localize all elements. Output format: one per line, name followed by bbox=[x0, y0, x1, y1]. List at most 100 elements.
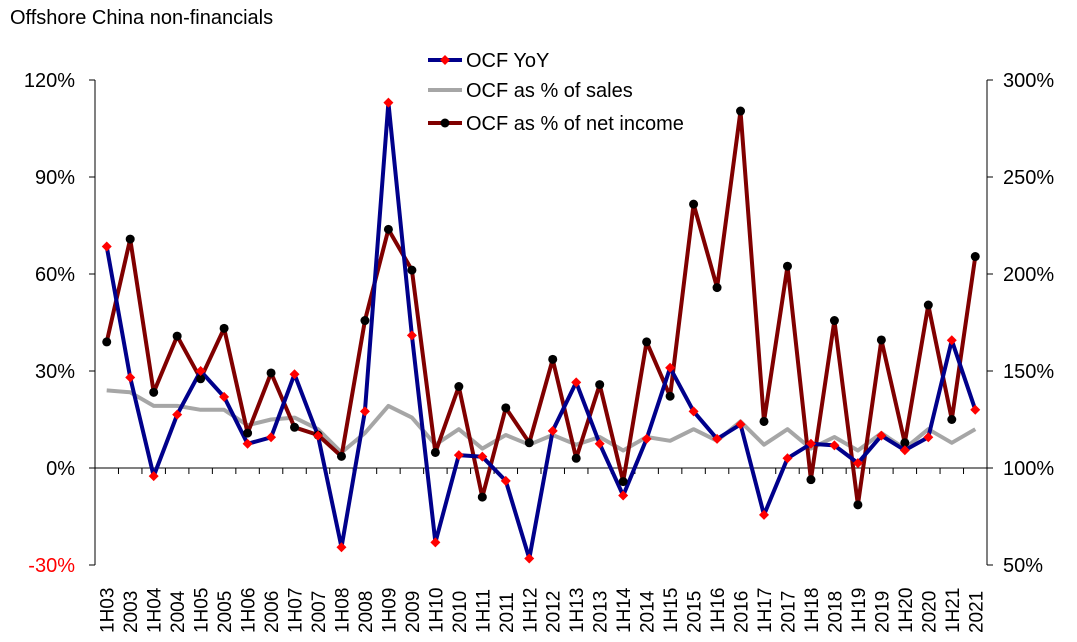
point-ocf-net-income bbox=[172, 331, 182, 341]
point-ocf-yoy bbox=[712, 433, 723, 444]
x-tick-label: 2008 bbox=[356, 591, 377, 633]
point-ocf-net-income bbox=[524, 438, 534, 448]
point-ocf-net-income bbox=[407, 265, 417, 275]
point-ocf-yoy bbox=[336, 542, 347, 553]
point-ocf-yoy bbox=[289, 369, 300, 380]
x-tick-label: 1H14 bbox=[614, 587, 635, 633]
point-ocf-yoy bbox=[547, 425, 558, 436]
x-tick-label: 1H12 bbox=[520, 588, 541, 633]
x-tick-label: 2015 bbox=[685, 591, 706, 633]
point-ocf-net-income bbox=[548, 354, 558, 364]
point-ocf-yoy bbox=[946, 335, 957, 346]
point-ocf-yoy bbox=[242, 438, 253, 449]
point-ocf-yoy bbox=[970, 404, 981, 415]
point-ocf-net-income bbox=[689, 199, 699, 209]
left-tick-label: 0% bbox=[46, 458, 75, 480]
point-ocf-yoy bbox=[101, 241, 112, 252]
right-tick-label: 150% bbox=[1003, 361, 1054, 383]
point-ocf-yoy bbox=[500, 475, 511, 486]
point-ocf-yoy bbox=[571, 377, 582, 388]
x-tick-label: 1H21 bbox=[943, 588, 964, 633]
point-ocf-net-income bbox=[383, 224, 393, 234]
point-ocf-net-income bbox=[266, 368, 276, 378]
right-tick-label: 50% bbox=[1003, 555, 1043, 577]
point-ocf-net-income bbox=[243, 428, 253, 438]
x-tick-label: 1H18 bbox=[802, 588, 823, 633]
x-tick-label: 2009 bbox=[403, 591, 424, 633]
point-ocf-net-income bbox=[665, 391, 675, 401]
x-tick-label: 1H05 bbox=[192, 588, 213, 633]
point-ocf-yoy bbox=[195, 366, 206, 376]
series-line-ocf-yoy bbox=[104, 100, 978, 561]
legend: OCF YoY OCF as % of sales OCF as % of net … bbox=[428, 50, 684, 135]
x-tick-label: 2016 bbox=[732, 591, 753, 633]
point-ocf-yoy bbox=[688, 406, 699, 417]
x-tick-label: 2018 bbox=[825, 591, 846, 633]
x-tick-label: 2003 bbox=[121, 591, 142, 633]
point-ocf-yoy bbox=[477, 451, 488, 462]
point-ocf-net-income bbox=[595, 380, 605, 390]
point-ocf-yoy bbox=[899, 445, 910, 456]
point-ocf-yoy bbox=[852, 458, 863, 469]
point-ocf-net-income bbox=[219, 323, 229, 333]
point-ocf-net-income bbox=[618, 477, 628, 487]
point-ocf-net-income bbox=[829, 316, 839, 326]
point-ocf-net-income bbox=[970, 252, 980, 262]
x-tick-label: 2007 bbox=[309, 591, 330, 633]
legend-label: OCF YoY bbox=[466, 50, 549, 72]
right-tick-label: 250% bbox=[1003, 167, 1054, 189]
x-tick-label: 1H15 bbox=[661, 588, 682, 633]
point-ocf-net-income bbox=[477, 492, 487, 502]
point-ocf-net-income bbox=[336, 451, 346, 461]
point-ocf-net-income bbox=[736, 106, 746, 116]
legend-marker bbox=[440, 118, 450, 128]
point-ocf-yoy bbox=[430, 537, 441, 548]
x-tick-label: 1H13 bbox=[567, 588, 588, 633]
left-tick-label: 90% bbox=[35, 167, 75, 189]
point-ocf-yoy bbox=[125, 372, 136, 383]
point-ocf-yoy bbox=[359, 406, 370, 417]
point-ocf-yoy bbox=[594, 438, 605, 449]
left-tick-label: 60% bbox=[35, 264, 75, 286]
right-tick-label: 300% bbox=[1003, 70, 1054, 92]
x-tick-label: 2010 bbox=[450, 591, 471, 633]
legend-label: OCF as % of sales bbox=[466, 80, 633, 102]
point-ocf-yoy bbox=[782, 453, 793, 464]
x-tick-label: 2004 bbox=[168, 590, 189, 633]
left-tick-label: 30% bbox=[35, 361, 75, 383]
x-tick-label: 1H19 bbox=[849, 588, 870, 633]
point-ocf-yoy bbox=[313, 430, 323, 441]
x-tick-label: 1H09 bbox=[379, 588, 400, 633]
point-ocf-yoy bbox=[524, 553, 535, 564]
point-ocf-yoy bbox=[829, 440, 840, 451]
point-ocf-yoy bbox=[172, 409, 183, 420]
point-ocf-net-income bbox=[759, 416, 769, 426]
point-ocf-net-income bbox=[149, 387, 159, 397]
series-line-ocf-net-income bbox=[104, 109, 978, 507]
point-ocf-net-income bbox=[947, 415, 957, 424]
x-tick-label: 2011 bbox=[497, 592, 518, 633]
x-tick-label: 1H17 bbox=[755, 588, 776, 633]
point-ocf-yoy bbox=[665, 362, 676, 373]
point-ocf-yoy bbox=[148, 471, 159, 482]
right-tick-label: 100% bbox=[1003, 458, 1054, 480]
point-ocf-yoy bbox=[618, 490, 629, 501]
point-ocf-yoy bbox=[219, 391, 230, 402]
legend-label: OCF as % of net income bbox=[466, 113, 684, 135]
x-tick-label: 2021 bbox=[966, 591, 987, 633]
point-ocf-net-income bbox=[454, 382, 464, 392]
x-tick-label: 1H08 bbox=[332, 588, 353, 633]
x-tick-label: 2012 bbox=[544, 591, 565, 633]
left-tick-label: -30% bbox=[28, 555, 75, 577]
right-tick-label: 200% bbox=[1003, 264, 1054, 286]
x-tick-label: 1H10 bbox=[426, 588, 447, 633]
x-tick-label: 2017 bbox=[778, 591, 799, 633]
x-tick-label: 1H11 bbox=[473, 589, 494, 633]
point-ocf-net-income bbox=[876, 335, 886, 345]
point-ocf-net-income bbox=[923, 300, 933, 310]
point-ocf-net-income bbox=[501, 403, 511, 413]
point-ocf-net-income bbox=[806, 475, 816, 485]
x-tick-label: 1H03 bbox=[98, 588, 119, 633]
point-ocf-yoy bbox=[266, 432, 277, 443]
